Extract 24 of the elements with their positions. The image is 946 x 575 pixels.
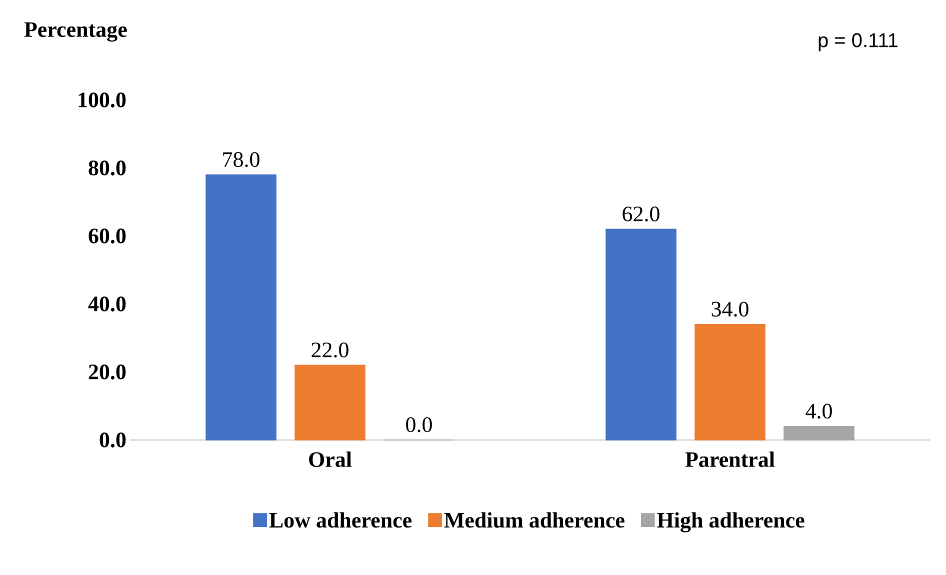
data-label: 0.0 — [406, 417, 432, 432]
y-tick-label: 60.0 — [88, 228, 126, 244]
data-label: 78.0 — [223, 152, 260, 168]
data-label: 22.0 — [312, 342, 348, 358]
legend-label: Medium adherence — [444, 512, 624, 528]
x-tick-label: Oral — [309, 452, 352, 468]
legend-label: High adherence — [657, 512, 804, 532]
legend-label: Low adherence — [269, 512, 412, 528]
bar — [694, 324, 766, 440]
bar — [784, 426, 854, 440]
bar — [294, 364, 366, 440]
text: p = 0.111 — [818, 33, 898, 52]
y-tick-label: 100.0 — [78, 92, 126, 108]
y-tick-label: 0.0 — [100, 432, 126, 448]
y-axis-title: Percentage — [24, 22, 127, 42]
bar — [606, 228, 676, 440]
bar — [206, 174, 276, 440]
x-tick-label: Parentral — [685, 452, 775, 468]
data-label: 62.0 — [622, 206, 660, 222]
y-tick-label: 40.0 — [88, 296, 126, 312]
data-label: 34.0 — [712, 302, 748, 317]
y-tick-label: 20.0 — [88, 364, 126, 380]
data-label: 4.0 — [806, 404, 832, 419]
y-tick-label: 80.0 — [88, 160, 126, 176]
